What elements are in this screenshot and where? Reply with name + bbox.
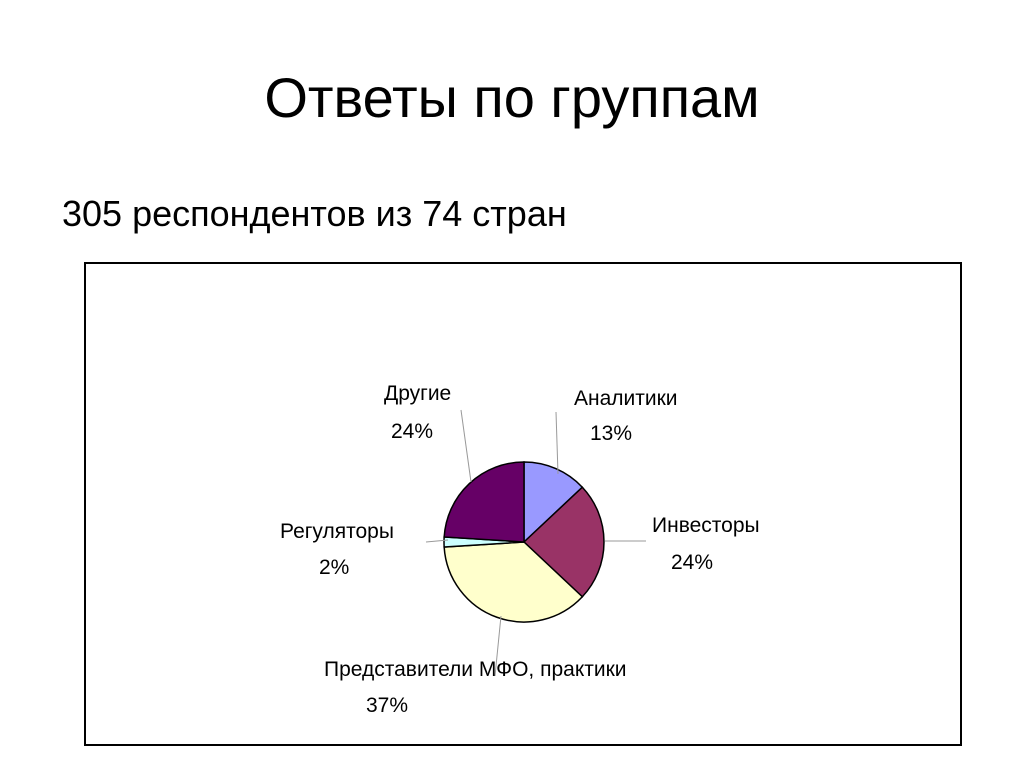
- pie-slice-2: [443, 541, 584, 623]
- pie-slice-0: [523, 461, 584, 544]
- pie-chart: Аналитики 13% Инвесторы 24% Представители МФ…: [280, 382, 760, 717]
- slice-label-name-2: Представители МФО, практики: [324, 658, 627, 681]
- slice-label-percent-3: 2%: [319, 556, 349, 579]
- chart-frame: Аналитики 13% Инвесторы 24% Представители МФ…: [84, 262, 962, 746]
- slice-label-percent-1: 24%: [671, 551, 713, 574]
- pie-slice-4: [443, 461, 525, 543]
- leader-line-3: [425, 539, 449, 543]
- slice-label-percent-0: 13%: [590, 422, 632, 445]
- slice-label-name-3: Регуляторы: [280, 520, 394, 543]
- pie-slice-1: [522, 486, 605, 598]
- slice-label-name-1: Инвесторы: [652, 514, 760, 537]
- slide-subtitle: 305 респондентов из 74 стран: [62, 193, 567, 234]
- slice-label-name-0: Аналитики: [574, 387, 678, 410]
- leader-line-2: [494, 615, 502, 677]
- leader-line-0: [555, 411, 559, 475]
- slice-label-percent-4: 24%: [391, 420, 433, 443]
- slice-label-name-4: Другие: [384, 382, 451, 405]
- slice-label-percent-2: 37%: [366, 694, 408, 717]
- slide-title: Ответы по группам: [264, 66, 760, 129]
- leader-line-4: [460, 409, 472, 483]
